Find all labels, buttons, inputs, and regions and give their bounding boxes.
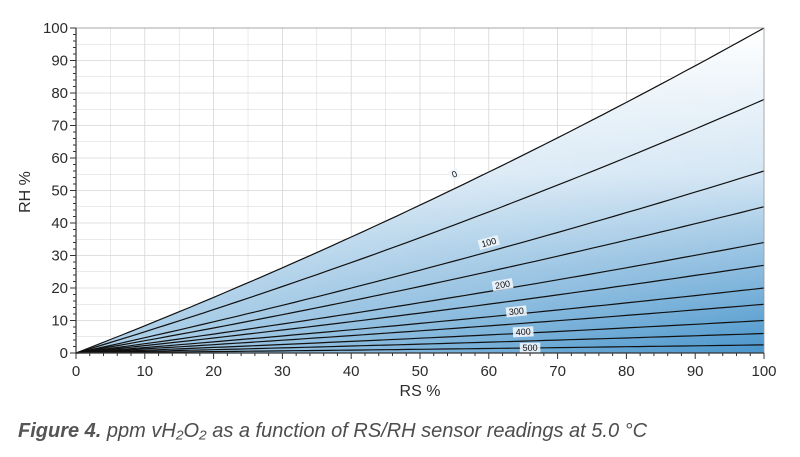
contour-label-100: 100 (477, 234, 501, 251)
concentration-gradient-overlay (76, 28, 764, 353)
contour-line-450 (75, 332, 765, 354)
x-tick-label: 100 (751, 363, 776, 380)
x-tick-label: 90 (687, 363, 704, 380)
contour-label-500: 500 (519, 342, 541, 353)
contour-label-text: 100 (480, 236, 497, 250)
axes (70, 27, 765, 359)
contour-lines (75, 27, 765, 354)
x-tick-label: 0 (72, 363, 80, 380)
figure-caption-text: ppm vH₂O₂ as a function of RS/RH sensor … (106, 420, 648, 442)
contour-line-250 (75, 264, 765, 354)
y-tick-label: 20 (51, 280, 68, 297)
x-tick-labels: 0 10 20 30 40 50 60 70 80 90 100 (72, 363, 777, 380)
contour-labels: 0 100 200 300 400 500 (447, 167, 541, 353)
contour-line-300 (75, 287, 765, 354)
x-tick-label: 80 (618, 363, 635, 380)
x-tick-label: 50 (412, 363, 429, 380)
contour-label-background (512, 326, 534, 338)
contour-label-0: 0 (447, 167, 461, 181)
x-tick-label: 70 (549, 363, 566, 380)
figure-caption-label: Figure 4. (18, 420, 102, 442)
x-tick-label: 40 (343, 363, 360, 380)
x-axis-title: RS % (400, 383, 441, 400)
contour-label-text: 400 (515, 327, 531, 338)
x-tick-label: 30 (274, 363, 291, 380)
contour-label-text: 300 (508, 306, 524, 317)
contour-line-0 (75, 27, 765, 354)
y-tick-label: 80 (51, 85, 68, 102)
contour-label-text: 200 (494, 279, 510, 291)
y-tick-label: 90 (51, 53, 68, 70)
contour-line-350 (75, 303, 765, 354)
contour-line-500 (75, 344, 765, 354)
y-tick-label: 30 (51, 248, 68, 265)
y-tick-label: 50 (51, 183, 68, 200)
contour-label-text: 500 (523, 343, 538, 353)
y-tick-label: 100 (43, 20, 68, 37)
contour-label-background (505, 305, 528, 318)
contour-label-background (477, 234, 501, 251)
y-axis-title: RH % (17, 171, 34, 213)
contour-label-200: 200 (491, 278, 514, 292)
contour-label-background (447, 167, 461, 181)
x-tick-label: 10 (136, 363, 153, 380)
y-tick-label: 40 (51, 215, 68, 232)
contour-label-background (519, 342, 541, 353)
y-tick-label: 70 (51, 118, 68, 135)
contour-line-400 (75, 319, 765, 354)
contour-label-300: 300 (505, 305, 528, 318)
contour-line-100 (75, 170, 765, 354)
x-tick-label: 60 (480, 363, 497, 380)
contour-line-200 (75, 241, 765, 354)
figure-caption: Figure 4. ppm vH₂O₂ as a function of RS/… (18, 420, 647, 443)
y-tick-labels: 0 10 20 30 40 50 60 70 80 90 100 (43, 20, 68, 362)
x-tick-label: 20 (205, 363, 222, 380)
contour-label-text: 0 (450, 169, 459, 180)
contour-label-400: 400 (512, 326, 534, 338)
contour-label-background (491, 278, 514, 292)
y-tick-label: 0 (60, 345, 68, 362)
contour-line-150 (75, 206, 765, 354)
concentration-fill (76, 28, 764, 353)
contour-line-50 (75, 98, 765, 354)
y-tick-label: 60 (51, 150, 68, 167)
y-tick-label: 10 (51, 313, 68, 330)
